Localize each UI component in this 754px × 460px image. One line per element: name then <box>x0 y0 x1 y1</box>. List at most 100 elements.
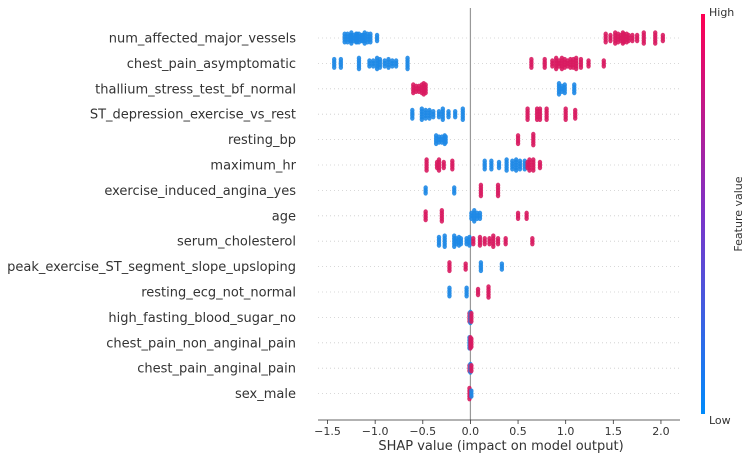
shap-point <box>447 267 452 274</box>
shap-point <box>550 63 555 69</box>
shap-point <box>537 116 543 122</box>
shap-point <box>537 165 543 171</box>
shap-point <box>423 217 428 223</box>
shap-point <box>469 344 474 350</box>
feature-labels: num_affected_major_vessels chest_pain_asy… <box>7 32 297 403</box>
feature-label: serum_cholesterol <box>177 235 296 250</box>
feature-label: thallium_stress_test_bf_normal <box>95 82 296 97</box>
shap-point <box>431 114 436 120</box>
feature-label: exercise_induced_angina_yes <box>104 184 296 199</box>
shap-point <box>452 114 458 120</box>
shap-point <box>641 40 646 46</box>
shap-point <box>495 193 501 199</box>
feature-label: chest_pain_non_anginal_pain <box>106 336 296 351</box>
shap-point <box>634 38 640 44</box>
shap-point <box>374 38 380 44</box>
shap-point <box>469 318 474 324</box>
colorbar-high-label: High <box>709 6 734 19</box>
shap-point <box>527 167 532 173</box>
feature-label: resting_bp <box>228 133 296 148</box>
shap-point <box>360 38 365 44</box>
shap-point <box>405 66 410 72</box>
x-tick-label: 2.0 <box>652 425 670 438</box>
shap-point <box>478 267 484 274</box>
shap-point <box>367 63 372 69</box>
shap-point <box>464 293 469 299</box>
shap-point <box>482 166 487 172</box>
feature-label: num_affected_major_vessels <box>109 32 296 47</box>
shap-point <box>503 241 508 247</box>
shap-point <box>660 38 666 44</box>
shap-point <box>478 193 484 199</box>
shap-point <box>393 63 399 69</box>
feature-label: sex_male <box>235 387 296 402</box>
shap-point <box>515 215 521 221</box>
shap-point <box>529 64 534 70</box>
shap-point <box>630 38 635 44</box>
shap-point <box>517 166 523 172</box>
shap-point <box>458 241 464 247</box>
shap-point <box>460 116 465 122</box>
x-tick-label: 1.5 <box>605 425 623 438</box>
shap-point <box>368 39 373 45</box>
feature-label: ST_depression_exercise_vs_rest <box>90 108 296 123</box>
shap-point <box>390 63 395 69</box>
shap-point <box>436 167 442 173</box>
shap-point <box>436 114 442 120</box>
shap-point <box>495 241 501 247</box>
shap-point <box>423 190 428 196</box>
shap-point <box>562 90 567 96</box>
shap-point <box>446 114 451 120</box>
colorbar-low-label: Low <box>709 414 731 427</box>
shap-point <box>349 40 354 46</box>
shap-point <box>356 66 362 72</box>
shap-points <box>331 30 666 402</box>
shap-point <box>338 64 344 70</box>
shap-point <box>331 64 337 70</box>
shap-point <box>436 242 442 248</box>
x-tick-label: −1.0 <box>362 425 389 438</box>
feature-label: high_fasting_blood_sugar_no <box>108 311 296 326</box>
shap-point <box>377 64 383 70</box>
shap-point <box>467 242 472 248</box>
shap-point <box>354 39 360 45</box>
shap-point <box>504 167 509 173</box>
shap-point <box>601 63 606 69</box>
shap-point <box>452 190 457 196</box>
shap-point <box>531 142 536 148</box>
shap-point <box>530 241 535 247</box>
colorbar-title: Feature value <box>732 176 745 251</box>
shap-point <box>626 38 631 44</box>
shap-point <box>525 116 530 122</box>
shap-point <box>482 241 487 247</box>
shap-point <box>499 266 505 272</box>
feature-row-gridlines <box>318 37 680 395</box>
shap-point <box>513 167 519 173</box>
shap-point <box>427 115 432 121</box>
shap-point <box>586 63 591 69</box>
shap-point <box>572 90 577 96</box>
shap-point <box>382 63 387 69</box>
shap-point <box>620 40 626 46</box>
shap-point <box>469 393 474 399</box>
shap-point <box>515 140 521 147</box>
shap-point <box>463 266 468 272</box>
shap-point <box>531 167 536 173</box>
shap-point <box>439 218 445 224</box>
shap-point <box>573 66 579 72</box>
shap-point <box>447 293 452 299</box>
x-tick-label: 0.0 <box>462 425 480 438</box>
shap-point <box>410 115 415 121</box>
feature-label: chest_pain_anginal_pain <box>137 362 296 377</box>
x-tick-label: −0.5 <box>409 425 436 438</box>
shap-point <box>573 115 578 121</box>
feature-label: maximum_hr <box>210 159 296 174</box>
x-axis-ticks: −1.5 −1.0 −0.5 0.0 0.5 1.0 1.5 2.0 <box>314 420 670 438</box>
shap-point <box>469 368 474 374</box>
shap-point <box>386 64 391 70</box>
shap-point <box>578 64 584 70</box>
shap-point <box>487 241 492 247</box>
shap-point <box>615 39 621 45</box>
shap-point <box>524 215 529 221</box>
